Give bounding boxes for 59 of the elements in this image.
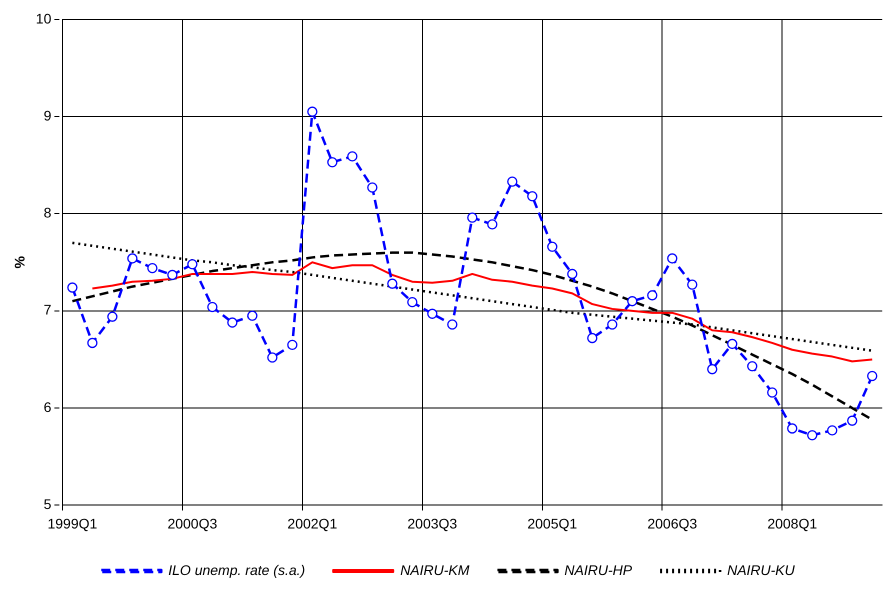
point bbox=[87, 338, 98, 348]
point bbox=[427, 308, 438, 319]
point bbox=[487, 219, 498, 230]
point bbox=[647, 290, 658, 300]
legend-label: NAIRU-KU bbox=[727, 562, 796, 578]
point bbox=[407, 296, 418, 308]
point bbox=[227, 317, 238, 328]
point bbox=[327, 157, 338, 168]
point bbox=[187, 259, 198, 270]
point bbox=[507, 176, 518, 187]
point bbox=[827, 425, 838, 436]
legend-label: NAIRU-HP bbox=[564, 562, 633, 578]
y-tick-label: 5 bbox=[44, 496, 52, 512]
point bbox=[367, 182, 378, 193]
y-tick-label: 10 bbox=[36, 10, 52, 26]
y-tick-label: 7 bbox=[44, 302, 52, 318]
legend-label: ILO unemp. rate (s.a.) bbox=[168, 562, 306, 578]
point bbox=[127, 253, 138, 264]
x-tick-label: 2003Q3 bbox=[407, 515, 458, 532]
point bbox=[247, 310, 258, 321]
point bbox=[707, 364, 718, 374]
x-tick-label: 2008Q1 bbox=[767, 515, 818, 532]
x-tick-label: 2006Q3 bbox=[647, 515, 698, 532]
point bbox=[847, 416, 858, 426]
point bbox=[387, 278, 398, 289]
legend-label: NAIRU-KM bbox=[400, 562, 470, 578]
point bbox=[747, 361, 758, 372]
point bbox=[447, 319, 458, 330]
point bbox=[607, 319, 618, 330]
point bbox=[727, 338, 738, 350]
point bbox=[67, 282, 78, 293]
x-tick-label: 2005Q1 bbox=[527, 515, 578, 532]
point bbox=[807, 430, 818, 440]
point bbox=[567, 268, 578, 280]
point bbox=[307, 106, 318, 117]
point bbox=[527, 191, 538, 202]
point bbox=[467, 212, 478, 223]
point bbox=[287, 340, 298, 350]
point bbox=[267, 352, 278, 363]
point bbox=[207, 302, 218, 312]
y-tick-label: 9 bbox=[44, 107, 52, 124]
point bbox=[787, 423, 798, 434]
point bbox=[167, 270, 178, 280]
point bbox=[767, 387, 778, 398]
x-tick-label: 2000Q3 bbox=[167, 515, 218, 532]
point bbox=[147, 262, 158, 274]
point bbox=[627, 296, 638, 306]
y-tick-label: 6 bbox=[44, 398, 52, 415]
y-axis-title: % bbox=[11, 256, 28, 269]
y-tick-label: 8 bbox=[44, 204, 52, 221]
point bbox=[347, 151, 358, 162]
point bbox=[107, 312, 118, 322]
point bbox=[667, 253, 678, 264]
point bbox=[547, 242, 558, 252]
point bbox=[867, 370, 878, 382]
point bbox=[587, 332, 598, 344]
x-tick-label: 1999Q1 bbox=[47, 515, 98, 532]
x-tick-label: 2002Q1 bbox=[287, 515, 338, 532]
point bbox=[687, 279, 698, 290]
